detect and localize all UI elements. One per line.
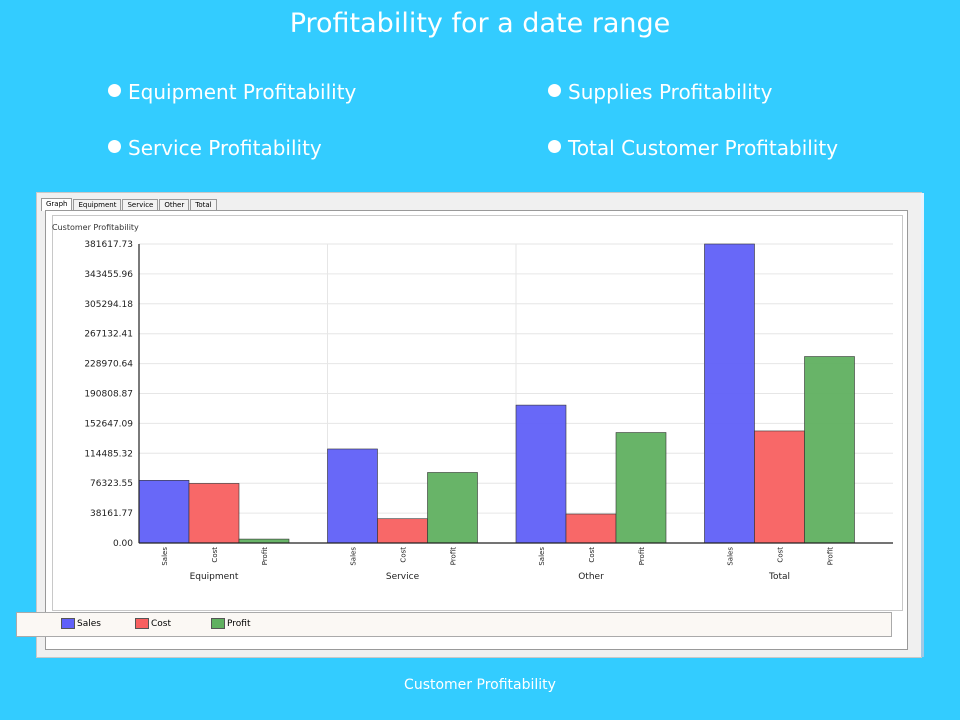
bullet-dot-icon	[548, 83, 561, 97]
bullet-dot-icon	[108, 83, 121, 97]
bar-label: Sales	[350, 547, 358, 566]
app-window: Graph Equipment Service Other Total	[36, 192, 924, 658]
bar-label: Profit	[261, 547, 269, 566]
bar-sales-equipment	[138, 480, 190, 544]
slide-title: Profitability for a date range	[289, 8, 671, 39]
bar-cost-service	[377, 518, 428, 544]
x-category-label: Other	[578, 572, 604, 582]
tab-strip: Graph Equipment Service Other Total	[41, 198, 218, 211]
graph-panel	[45, 210, 908, 650]
tab-service[interactable]: Service	[122, 199, 159, 211]
bar-sales-service	[327, 448, 378, 544]
bar-profit-service	[427, 472, 478, 544]
x-category-label: Equipment	[190, 572, 239, 582]
tab-graph[interactable]: Graph	[41, 198, 73, 211]
y-tick-label: 152647.09	[84, 419, 133, 429]
bar-label: Cost	[211, 547, 219, 563]
legend-item-cost: Cost	[135, 618, 171, 629]
bar-label: Sales	[727, 547, 735, 566]
chart-title: Customer Profitability	[52, 223, 139, 232]
bar-cost-other	[565, 513, 617, 544]
bar-label: Cost	[777, 547, 785, 563]
window-edge	[921, 193, 924, 657]
bullet-supplies: Supplies Profitability	[548, 80, 772, 104]
y-tick-label: 381617.73	[84, 240, 133, 250]
tab-equipment[interactable]: Equipment	[73, 199, 122, 211]
legend-label: Profit	[227, 618, 251, 629]
bullet-label: Service Profitability	[128, 136, 322, 160]
bar-label: Profit	[638, 547, 646, 566]
bar-sales-total	[704, 243, 755, 544]
bar-sales-other	[515, 404, 567, 544]
bullet-label: Supplies Profitability	[568, 80, 773, 104]
chart-area	[52, 215, 903, 611]
bar-label: Profit	[450, 547, 458, 566]
legend-item-sales: Sales	[61, 618, 101, 629]
bar-label: Sales	[161, 547, 169, 566]
y-tick-label: 228970.64	[84, 360, 133, 370]
y-tick-label: 114485.32	[84, 449, 133, 459]
bullet-label: Equipment Profitability	[128, 80, 357, 104]
bar-label: Cost	[400, 547, 408, 563]
legend-swatch-sales	[61, 618, 75, 629]
y-tick-label: 76323.55	[90, 479, 133, 489]
bar-label: Sales	[538, 547, 546, 566]
legend-swatch-profit	[211, 618, 225, 629]
tab-other[interactable]: Other	[159, 199, 190, 211]
x-category-label: Service	[386, 572, 420, 582]
chart-legend: Sales Cost Profit	[16, 612, 892, 637]
slide-caption: Customer Profitability	[404, 677, 556, 693]
tab-total[interactable]: Total	[190, 199, 217, 211]
legend-swatch-cost	[135, 618, 149, 629]
legend-label: Cost	[151, 618, 172, 629]
bar-cost-equipment	[188, 483, 240, 544]
bar-label: Profit	[827, 547, 835, 566]
bullet-dot-icon	[548, 139, 561, 153]
x-category-label: Total	[768, 572, 790, 582]
bar-label: Cost	[588, 547, 596, 563]
bullet-service: Service Profitability	[108, 136, 322, 160]
bar-profit-total	[804, 356, 855, 544]
legend-label: Sales	[77, 618, 101, 629]
bar-profit-other	[615, 432, 667, 544]
bullet-label: Total Customer Profitability	[568, 136, 839, 160]
bullet-dot-icon	[108, 139, 121, 153]
y-tick-label: 0.00	[113, 539, 133, 549]
y-tick-label: 38161.77	[90, 509, 133, 519]
y-tick-label: 190808.87	[84, 390, 133, 400]
y-tick-label: 343455.96	[84, 270, 133, 280]
y-tick-label: 305294.18	[84, 300, 133, 310]
legend-item-profit: Profit	[211, 618, 250, 629]
bullet-total: Total Customer Profitability	[548, 136, 838, 160]
bullet-equipment: Equipment Profitability	[108, 80, 356, 104]
bar-cost-total	[754, 430, 805, 544]
y-tick-label: 267132.41	[84, 330, 133, 340]
